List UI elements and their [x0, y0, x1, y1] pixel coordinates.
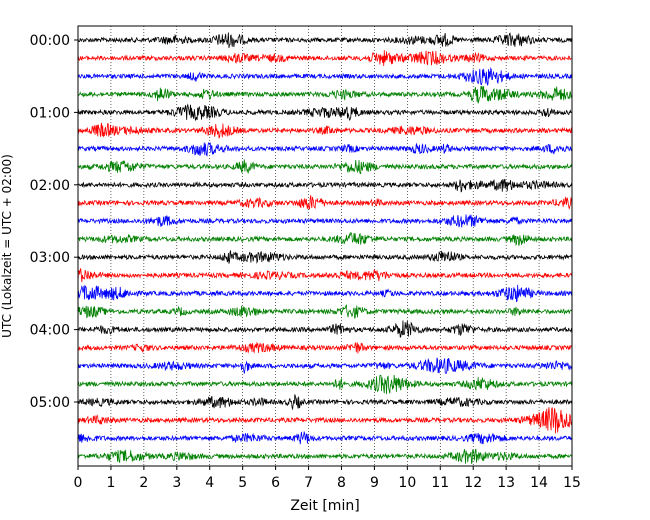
x-tick-label: 6 [271, 475, 280, 491]
x-axis-label: Zeit [min] [290, 498, 359, 514]
trace-0015 [77, 50, 573, 66]
trace-0030 [77, 66, 573, 86]
y-tick-label: 03:00 [30, 250, 70, 266]
trace-0345 [77, 304, 573, 319]
trace-0230 [77, 214, 573, 228]
trace-0500 [77, 394, 573, 411]
x-tick-label: 9 [370, 475, 379, 491]
trace-0515 [77, 407, 573, 434]
x-tick-label: 8 [337, 475, 346, 491]
trace-0145 [77, 159, 573, 175]
trace-0445 [77, 374, 573, 395]
x-tick-label: 15 [563, 475, 581, 491]
trace-0200 [77, 178, 573, 193]
trace-0530 [77, 430, 573, 445]
trace-0415 [77, 341, 573, 354]
x-tick-label: 10 [398, 475, 416, 491]
x-tick-label: 11 [431, 475, 449, 491]
x-tick-label: 12 [464, 475, 482, 491]
x-axis: 0 1 2 3 4 5 6 7 8 9 10 11 12 13 14 15 [74, 466, 581, 491]
y-tick-label: 01:00 [30, 105, 70, 121]
x-tick-label: 13 [497, 475, 515, 491]
plot-frame [77, 25, 573, 467]
trace-0130 [77, 141, 573, 157]
x-tick-label: 1 [106, 475, 115, 491]
trace-0545 [77, 448, 573, 464]
trace-0215 [77, 195, 573, 211]
y-tick-label: 02:00 [30, 178, 70, 194]
y-axis: 00:00 01:00 02:00 03:00 04:00 05:00 [30, 33, 78, 411]
x-tick-label: 14 [530, 475, 548, 491]
x-tick-label: 4 [205, 475, 214, 491]
seismogram-traces [77, 32, 573, 464]
x-tick-label: 5 [238, 475, 247, 491]
trace-0115 [77, 122, 573, 139]
x-tick-label: 2 [139, 475, 148, 491]
y-tick-label: 00:00 [30, 33, 70, 49]
x-tick-label: 0 [74, 475, 83, 491]
y-axis-label: UTC (Lokalzeit = UTC + 02:00) [0, 154, 14, 338]
x-tick-label: 7 [304, 475, 313, 491]
trace-0330 [77, 284, 573, 303]
grid-lines [110, 26, 540, 466]
trace-0000 [77, 32, 573, 49]
trace-0045 [77, 85, 573, 104]
trace-0430 [77, 357, 573, 374]
trace-0315 [77, 268, 573, 283]
trace-0300 [77, 249, 573, 264]
trace-0400 [77, 320, 573, 338]
trace-0100 [77, 103, 573, 122]
trace-0245 [77, 231, 573, 247]
y-tick-label: 04:00 [30, 323, 70, 339]
y-tick-label: 05:00 [30, 395, 70, 411]
x-tick-label: 3 [172, 475, 181, 491]
